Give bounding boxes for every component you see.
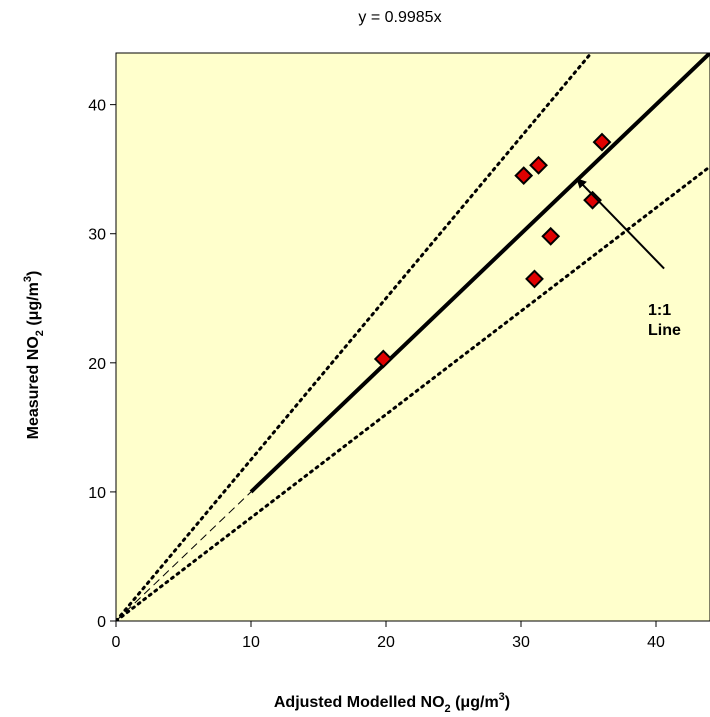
- data-point: [525, 269, 544, 289]
- data-point: [529, 155, 548, 175]
- y-axis-title: Measured NO2 (μg/m3): [22, 271, 46, 440]
- data-point: [592, 132, 612, 152]
- x-tick-label: 40: [647, 634, 665, 651]
- y-tick-label: 40: [88, 98, 106, 115]
- y-tick-label: 30: [88, 227, 106, 244]
- chart-title: y = 0.9985x: [358, 9, 441, 26]
- y-axis-ticks: 0 10 20 30 40: [88, 98, 116, 631]
- annotation-label: 1:1: [648, 302, 671, 319]
- data-point: [583, 190, 602, 210]
- data-points: [373, 132, 612, 369]
- x-tick-label: 30: [512, 634, 530, 651]
- annotation: 1:1 Line: [576, 178, 681, 339]
- x-tick-label: 0: [112, 634, 121, 651]
- x-tick-label: 10: [242, 634, 260, 651]
- upper-dotted-line: [116, 53, 594, 621]
- annotation-arrow: [576, 178, 665, 270]
- y-tick-label: 0: [97, 614, 106, 631]
- lower-dotted-line: [116, 165, 710, 621]
- annotation-label: Line: [648, 322, 681, 339]
- dashed-extension-line: [116, 491, 252, 621]
- y-tick-label: 10: [88, 485, 106, 502]
- x-axis-ticks: 0 10 20 30 40: [112, 621, 665, 651]
- data-point: [514, 166, 534, 186]
- x-tick-label: 20: [377, 634, 395, 651]
- reference-lines: [116, 53, 710, 621]
- y-tick-label: 20: [88, 356, 106, 373]
- data-point: [541, 226, 561, 246]
- x-axis-title: Adjusted Modelled NO2 (μg/m3): [274, 691, 510, 715]
- data-point: [373, 349, 393, 369]
- one-to-one-line: [249, 53, 710, 494]
